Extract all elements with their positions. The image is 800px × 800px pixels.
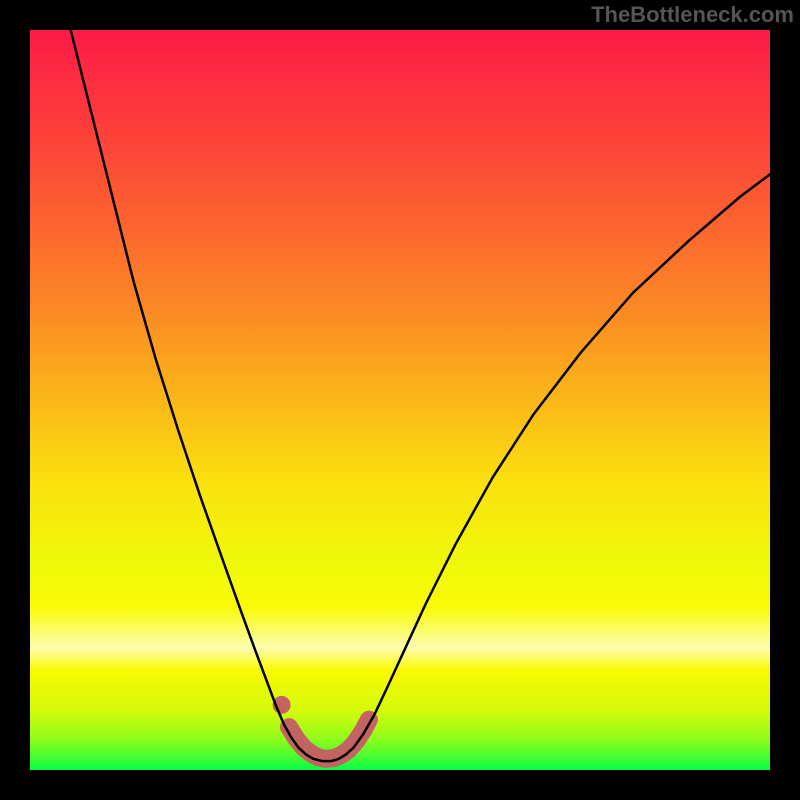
plot-area <box>30 30 770 770</box>
watermark-text: TheBottleneck.com <box>591 2 794 28</box>
chart-stage: TheBottleneck.com <box>0 0 800 800</box>
gradient-background <box>30 30 770 770</box>
